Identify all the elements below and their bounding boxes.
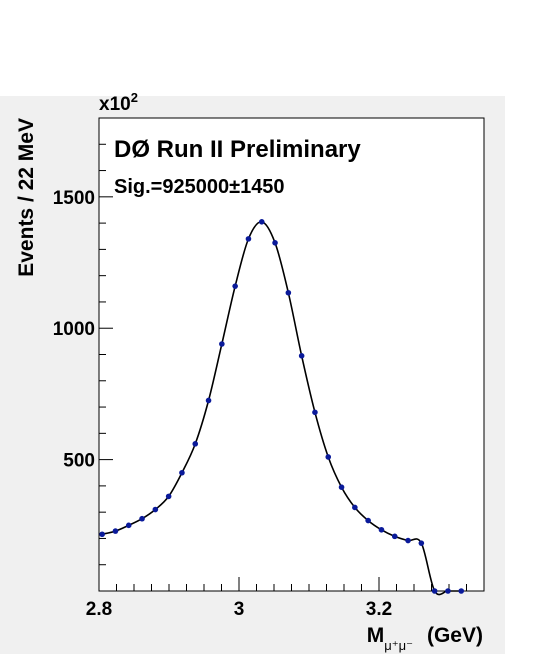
data-point bbox=[298, 353, 305, 359]
x-axis-ticks: 2.8 3 3.2 bbox=[86, 577, 485, 620]
data-point bbox=[245, 236, 252, 242]
y-tick-label: 1000 bbox=[53, 319, 95, 340]
data-point bbox=[205, 397, 212, 404]
data-point bbox=[139, 515, 145, 522]
data-point bbox=[232, 283, 238, 289]
data-point bbox=[378, 526, 385, 533]
y-tick-label: 1500 bbox=[53, 188, 95, 209]
y-axis-ticks: 500 1000 1500 bbox=[53, 117, 113, 566]
fit-curve-layer bbox=[101, 220, 462, 596]
data-point bbox=[112, 528, 119, 534]
data-point bbox=[445, 588, 451, 594]
data-point bbox=[325, 454, 332, 460]
data-point bbox=[458, 588, 465, 594]
data-point bbox=[312, 409, 318, 416]
y-axis-label: Events / 22 MeV bbox=[15, 118, 38, 277]
data-point bbox=[219, 341, 225, 347]
data-point bbox=[418, 540, 425, 546]
x-tick-label: 2.8 bbox=[86, 599, 112, 620]
data-point bbox=[405, 537, 411, 544]
fit-curve bbox=[101, 220, 462, 596]
x-tick-label: 3 bbox=[234, 599, 245, 620]
data-points-layer bbox=[99, 218, 465, 594]
data-point bbox=[352, 504, 358, 511]
data-point bbox=[192, 441, 199, 447]
data-point bbox=[125, 522, 132, 529]
data-point bbox=[99, 531, 105, 538]
data-point bbox=[152, 506, 159, 513]
y-scale-factor: x102 bbox=[99, 90, 138, 115]
x-axis-label: Mμ⁺μ⁻ (GeV) bbox=[367, 624, 483, 653]
data-point bbox=[272, 240, 278, 246]
data-point bbox=[285, 289, 292, 296]
data-point bbox=[431, 588, 438, 594]
signal-annotation: Sig.=925000±1450 bbox=[114, 176, 285, 198]
data-point bbox=[179, 469, 185, 476]
data-point bbox=[165, 493, 172, 500]
data-point bbox=[365, 517, 371, 524]
data-point bbox=[391, 533, 398, 540]
data-point bbox=[258, 218, 265, 225]
data-point bbox=[338, 484, 345, 491]
plot-frame bbox=[98, 117, 485, 592]
x-tick-label: 3.2 bbox=[366, 599, 392, 620]
experiment-annotation: DØ Run II Preliminary bbox=[114, 136, 361, 163]
y-tick-label: 500 bbox=[63, 451, 95, 472]
